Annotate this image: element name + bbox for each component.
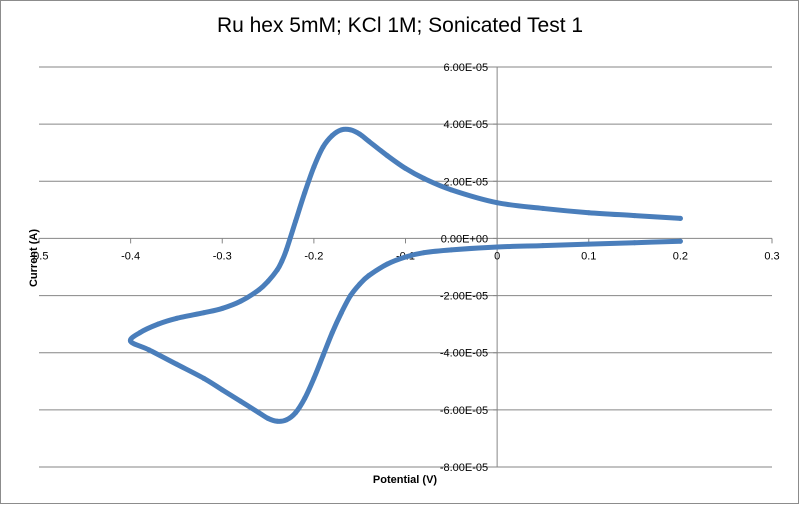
data-point [155,321,161,327]
data-point [283,417,289,423]
series-line [127,126,683,424]
data-point [494,200,500,206]
data-point [311,164,317,170]
data-point [274,418,280,424]
x-tick-label: -0.2 [304,250,323,262]
data-point [173,361,179,367]
y-axis-title: Current (A) [28,229,40,287]
data-point [238,398,244,404]
data-point [384,153,390,159]
y-tick-label: 6.00E-05 [443,62,488,74]
data-point [293,218,299,224]
data-point [338,310,344,316]
data-point [201,310,207,316]
data-point [256,287,262,293]
data-point [137,330,143,336]
data-point [274,267,280,273]
data-point [338,127,344,133]
data-point [173,315,179,321]
x-tick-label: -0.3 [213,250,232,262]
x-tick-label: -0.4 [121,250,140,262]
data-point [421,175,427,181]
data-point [146,347,152,353]
data-point [265,278,271,284]
data-point [329,330,335,336]
data-point [384,261,390,267]
data-point [219,387,225,393]
data-point [366,273,372,279]
data-point [265,415,271,421]
data-point [632,213,638,219]
data-point [357,281,363,287]
y-tick-label: -6.00E-05 [440,405,488,417]
data-point [238,298,244,304]
data-point [311,375,317,381]
x-axis-title: Potential (V) [373,474,438,486]
y-tick-label: -8.00E-05 [440,462,488,474]
data-point [540,205,546,211]
data-point [256,410,262,416]
data-point [540,243,546,249]
x-tick-label: 0.1 [581,250,596,262]
data-point [677,215,683,221]
data-point [448,247,454,253]
y-tick-label: 0.00E+00 [441,233,488,245]
x-tick-label: 0.2 [673,250,688,262]
data-point [448,187,454,193]
x-tick-label: -0.5 [30,250,49,262]
data-point [219,305,225,311]
data-point [320,144,326,150]
data-point [677,238,683,244]
data-point [403,254,408,260]
data-point [128,338,134,344]
data-point [293,410,299,416]
data-point [348,127,354,133]
data-point [632,240,638,246]
x-tick-label: 0.3 [764,250,779,262]
x-tick-label: 0 [494,250,500,262]
data-point [494,244,500,250]
data-point [329,133,335,139]
data-point [283,247,289,253]
data-point [348,293,354,299]
data-point [320,353,326,359]
data-point [403,165,408,171]
data-point [421,250,427,256]
data-point [366,138,372,144]
data-point [302,190,308,196]
y-tick-label: -2.00E-05 [440,291,488,303]
data-point [586,241,592,247]
data-point [586,210,592,216]
data-point [302,395,308,401]
y-tick-label: 2.00E-05 [443,176,488,188]
y-tick-label: 4.00E-05 [443,119,488,131]
y-tick-label: -4.00E-05 [440,348,488,360]
data-point [201,375,207,381]
data-point [357,131,363,137]
data-point [279,258,285,264]
chart-title: Ru hex 5mM; KCl 1M; Sonicated Test 1 [216,14,584,37]
